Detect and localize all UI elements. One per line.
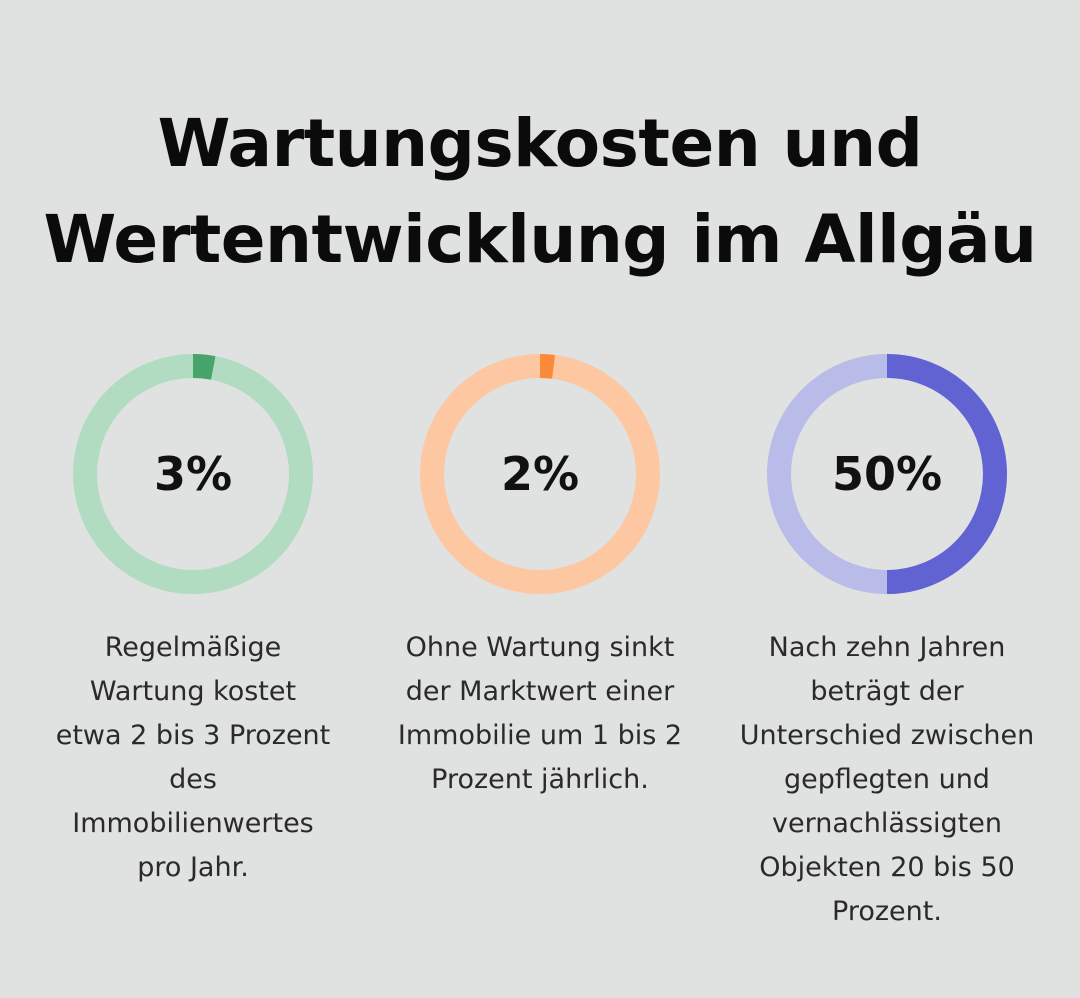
- stat-card-market-value-loss: 2% Ohne Wartung sinkt der Marktwert eine…: [380, 352, 700, 802]
- donut-value-arc: [192, 354, 216, 380]
- page-title: Wartungskosten und Wertentwicklung im Al…: [0, 96, 1080, 288]
- percentage-label: 2%: [501, 447, 579, 501]
- stat-card-maintenance-cost: 3% Regelmäßige Wartung kostet etwa 2 bis…: [33, 352, 353, 890]
- percentage-label: 3%: [154, 447, 232, 501]
- donut-value-arc: [886, 354, 1007, 594]
- stat-caption: Ohne Wartung sinkt der Marktwert einer I…: [397, 632, 683, 795]
- percentage-label: 50%: [832, 447, 942, 501]
- title-line-2: Wertentwicklung im Allgäu: [43, 201, 1037, 278]
- donut-chart-value-difference: 50%: [767, 354, 1007, 594]
- stat-card-value-difference: 50% Nach zehn Jahren beträgt der Untersc…: [727, 352, 1047, 934]
- donut-value-arc: [539, 354, 556, 379]
- donut-chart-market-value-loss: 2%: [420, 354, 660, 594]
- title-line-1: Wartungskosten und: [157, 105, 923, 182]
- donut-chart-maintenance-cost: 3%: [73, 354, 313, 594]
- stat-caption: Regelmäßige Wartung kostet etwa 2 bis 3 …: [55, 632, 331, 883]
- stat-caption: Nach zehn Jahren beträgt der Unterschied…: [739, 632, 1035, 927]
